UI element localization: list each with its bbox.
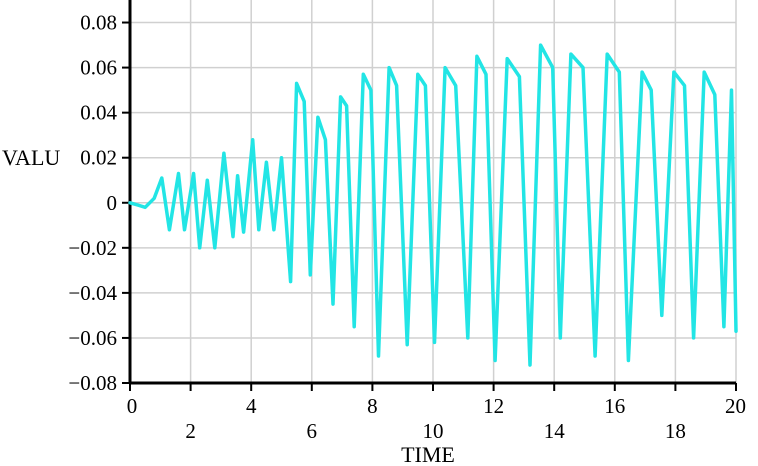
x-axis-label: TIME [401, 442, 455, 466]
y-tick-label: 0.04 [80, 101, 117, 125]
axes [122, 0, 737, 391]
x-tick-label: 8 [367, 394, 378, 418]
x-tick-label: 10 [423, 419, 444, 443]
data-series-line [128, 43, 738, 367]
x-tick-label: 14 [544, 419, 566, 443]
x-tick-label: 2 [185, 419, 196, 443]
x-tick-label: 20 [725, 394, 746, 418]
y-axis-label: VALU [2, 145, 60, 170]
x-tick-label: 16 [604, 394, 625, 418]
y-tick-label: 0.02 [80, 146, 117, 170]
series-layer [128, 43, 738, 367]
y-tick-label: −0.02 [68, 236, 117, 260]
y-tick-label: 0 [107, 191, 118, 215]
x-tick-label: 0 [127, 394, 138, 418]
x-tick-label: 4 [246, 394, 257, 418]
tick-labels: −0.08 −0.06 −0.04 −0.02 0 0.02 0.04 0.06 0.08 0 2 4… [68, 11, 746, 443]
y-tick-label: −0.06 [68, 326, 117, 350]
y-tick-label: 0.06 [80, 56, 117, 80]
x-tick-label: 6 [307, 419, 318, 443]
x-tick-label: 18 [665, 419, 686, 443]
y-tick-label: 0.08 [80, 11, 117, 35]
x-tick-label: 12 [483, 394, 504, 418]
y-tick-label: −0.08 [68, 371, 117, 395]
y-tick-label: −0.04 [68, 281, 117, 305]
